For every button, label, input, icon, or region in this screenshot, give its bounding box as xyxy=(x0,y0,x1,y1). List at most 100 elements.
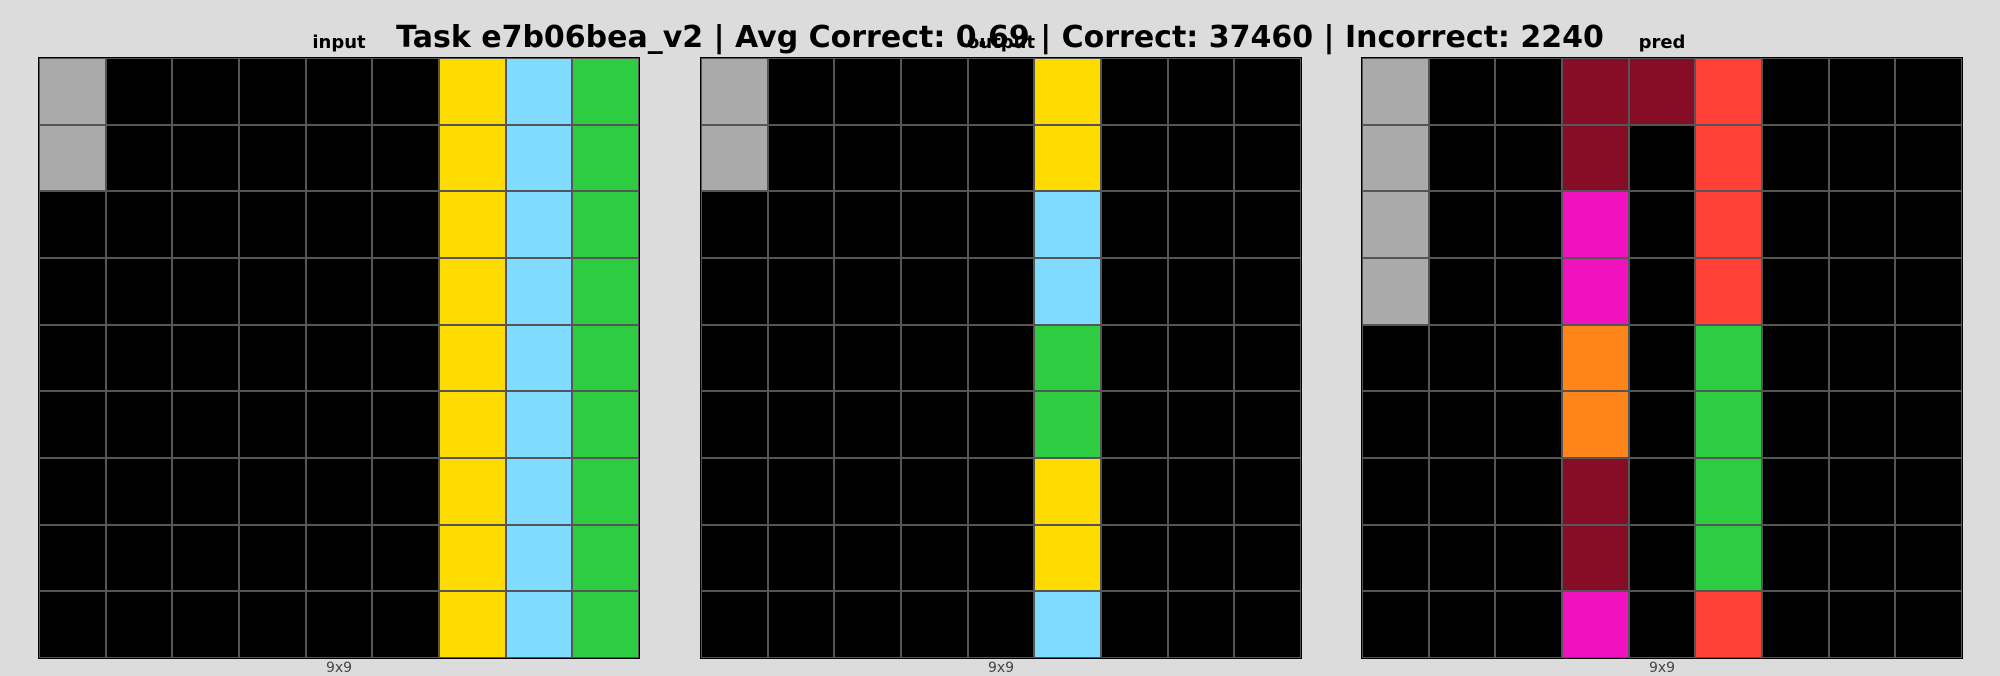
input-cell xyxy=(372,257,439,325)
pred-cell xyxy=(1761,257,1829,325)
pred-cell xyxy=(1362,191,1429,258)
input-cell xyxy=(372,391,439,458)
output-cell xyxy=(767,391,835,458)
pred-cell xyxy=(1428,457,1496,525)
output-cell xyxy=(1234,324,1301,392)
input-cell xyxy=(572,191,639,258)
pred-cell xyxy=(1761,191,1829,258)
input-cell xyxy=(572,457,639,525)
input-cell xyxy=(438,457,506,525)
input-cell xyxy=(372,191,439,258)
input-cell xyxy=(39,391,106,458)
input-cell xyxy=(105,591,173,658)
input-cell xyxy=(505,191,573,258)
output-cell xyxy=(1034,58,1101,125)
input-cell xyxy=(305,124,373,192)
input-cell xyxy=(172,257,239,325)
output-panel-title: output xyxy=(966,32,1036,53)
input-panel-title: input xyxy=(312,32,366,53)
pred-cell xyxy=(1428,524,1496,592)
input-cell xyxy=(238,524,306,592)
output-cell xyxy=(701,591,768,658)
input-grid xyxy=(38,57,640,659)
pred-cell xyxy=(1628,58,1696,125)
input-cell xyxy=(505,124,573,192)
pred-cell xyxy=(1695,591,1762,658)
output-cell xyxy=(967,58,1035,125)
output-cell xyxy=(834,191,901,258)
pred-cell xyxy=(1495,324,1562,392)
input-cell xyxy=(39,124,106,192)
pred-cell xyxy=(1695,124,1762,192)
output-cell xyxy=(834,391,901,458)
pred-cell xyxy=(1895,191,1962,258)
input-cell xyxy=(238,257,306,325)
pred-cell xyxy=(1828,457,1896,525)
pred-cell xyxy=(1561,124,1629,192)
input-cell xyxy=(372,58,439,125)
input-cell xyxy=(372,591,439,658)
output-cell xyxy=(1234,58,1301,125)
output-cell xyxy=(834,457,901,525)
output-cell xyxy=(767,591,835,658)
output-cell xyxy=(834,524,901,592)
input-cell xyxy=(105,524,173,592)
pred-cell xyxy=(1561,591,1629,658)
output-cell xyxy=(767,191,835,258)
input-grid-size-label: 9x9 xyxy=(325,660,353,676)
input-cell xyxy=(39,524,106,592)
input-cell xyxy=(172,524,239,592)
output-cell xyxy=(1034,324,1101,392)
input-cell xyxy=(172,391,239,458)
figure-title: Task e7b06bea_v2 | Avg Correct: 0.69 | C… xyxy=(396,20,1604,55)
input-cell xyxy=(572,124,639,192)
pred-cell xyxy=(1695,191,1762,258)
pred-cell xyxy=(1561,257,1629,325)
input-cell xyxy=(238,457,306,525)
pred-cell xyxy=(1561,191,1629,258)
input-cell xyxy=(572,58,639,125)
input-cell xyxy=(172,591,239,658)
output-cell xyxy=(767,257,835,325)
pred-cell xyxy=(1895,257,1962,325)
pred-cell xyxy=(1628,391,1696,458)
input-cell xyxy=(238,324,306,392)
input-cell xyxy=(372,324,439,392)
output-cell xyxy=(967,324,1035,392)
pred-cell xyxy=(1761,58,1829,125)
output-cell xyxy=(967,524,1035,592)
input-cell xyxy=(238,191,306,258)
input-cell xyxy=(372,524,439,592)
output-cell xyxy=(1100,457,1168,525)
pred-cell xyxy=(1828,191,1896,258)
output-cell xyxy=(900,257,968,325)
input-cell xyxy=(305,191,373,258)
pred-cell xyxy=(1428,58,1496,125)
input-cell xyxy=(238,391,306,458)
pred-cell xyxy=(1828,524,1896,592)
input-cell xyxy=(438,257,506,325)
input-cell xyxy=(505,457,573,525)
input-cell xyxy=(305,391,373,458)
input-cell xyxy=(305,457,373,525)
output-cell xyxy=(1234,124,1301,192)
pred-cell xyxy=(1628,457,1696,525)
output-cell xyxy=(1167,191,1235,258)
pred-cell xyxy=(1895,324,1962,392)
output-cell xyxy=(1167,524,1235,592)
output-cell xyxy=(834,58,901,125)
output-cell xyxy=(1100,58,1168,125)
input-cell xyxy=(238,124,306,192)
pred-cell xyxy=(1495,524,1562,592)
pred-cell xyxy=(1761,457,1829,525)
pred-cell xyxy=(1828,257,1896,325)
pred-grid-size-label: 9x9 xyxy=(1648,660,1676,676)
output-cell xyxy=(834,124,901,192)
output-cell xyxy=(1234,524,1301,592)
input-cell xyxy=(39,324,106,392)
pred-cell xyxy=(1761,524,1829,592)
input-cell xyxy=(438,591,506,658)
pred-cell xyxy=(1495,124,1562,192)
pred-cell xyxy=(1495,591,1562,658)
pred-cell xyxy=(1761,324,1829,392)
